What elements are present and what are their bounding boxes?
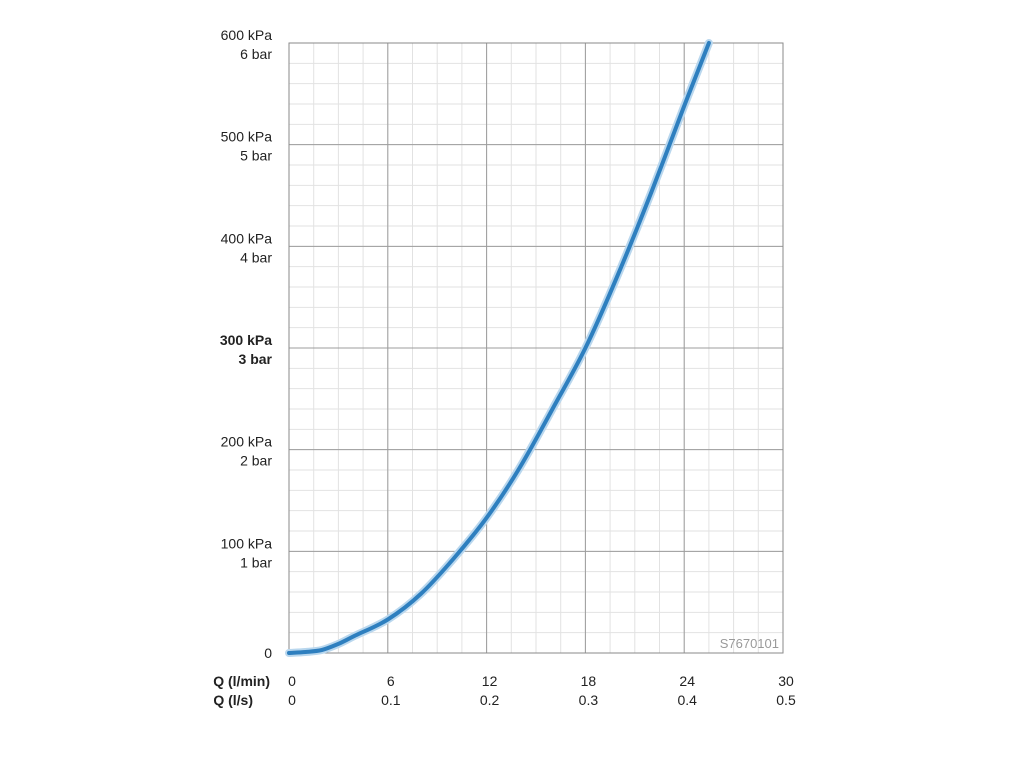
x-tick-label-ls: 0 — [288, 692, 296, 708]
y-tick-label-bar: 4 bar — [240, 249, 272, 265]
x-tick-label-lmin: 24 — [679, 673, 695, 689]
y-axis-tick-labels: 0 100 kPa 1 bar 200 kPa 2 bar 300 kPa 3 bar 400… — [220, 27, 273, 661]
plot-frame — [288, 42, 784, 654]
y-tick-label-kpa: 300 kPa — [220, 332, 272, 348]
x-tick-label-ls: 0.3 — [579, 692, 599, 708]
y-tick-label-kpa: 200 kPa — [221, 434, 273, 450]
major-gridlines — [288, 42, 784, 654]
chart-code-watermark: S7670101 — [720, 636, 779, 651]
x-tick-label-lmin: 12 — [482, 673, 498, 689]
x-tick-label-ls: 0.2 — [480, 692, 500, 708]
series-layer — [285, 39, 713, 657]
y-tick-label-bar: 2 bar — [240, 453, 272, 469]
x-tick-label-ls: 0.4 — [677, 692, 697, 708]
y-tick-label-bar: 1 bar — [240, 554, 272, 570]
y-tick-label-kpa: 0 — [264, 645, 272, 661]
y-tick-label-bar: 5 bar — [240, 148, 272, 164]
y-tick-label-kpa: 400 kPa — [221, 230, 273, 246]
y-tick-label-bar: 3 bar — [239, 351, 273, 367]
y-tick-label-kpa: 600 kPa — [221, 27, 273, 43]
x-tick-label-lmin: 18 — [581, 673, 597, 689]
y-tick-label-bar: 6 bar — [240, 46, 272, 62]
x-axis-primary-unit-label: Q (l/min) — [213, 673, 270, 689]
x-tick-label-lmin: 6 — [387, 673, 395, 689]
y-tick-label-kpa: 100 kPa — [221, 535, 273, 551]
series-line — [287, 41, 711, 655]
x-axis-tick-labels: 0 0 6 0.1 12 0.2 18 0.3 24 0.4 30 0.5 — [288, 673, 796, 708]
x-axis-secondary-unit-label: Q (l/s) — [213, 692, 253, 708]
x-tick-label-ls: 0.5 — [776, 692, 796, 708]
y-tick-label-kpa: 500 kPa — [221, 129, 273, 145]
x-tick-label-lmin: 30 — [778, 673, 794, 689]
x-tick-label-ls: 0.1 — [381, 692, 401, 708]
x-tick-label-lmin: 0 — [288, 673, 296, 689]
